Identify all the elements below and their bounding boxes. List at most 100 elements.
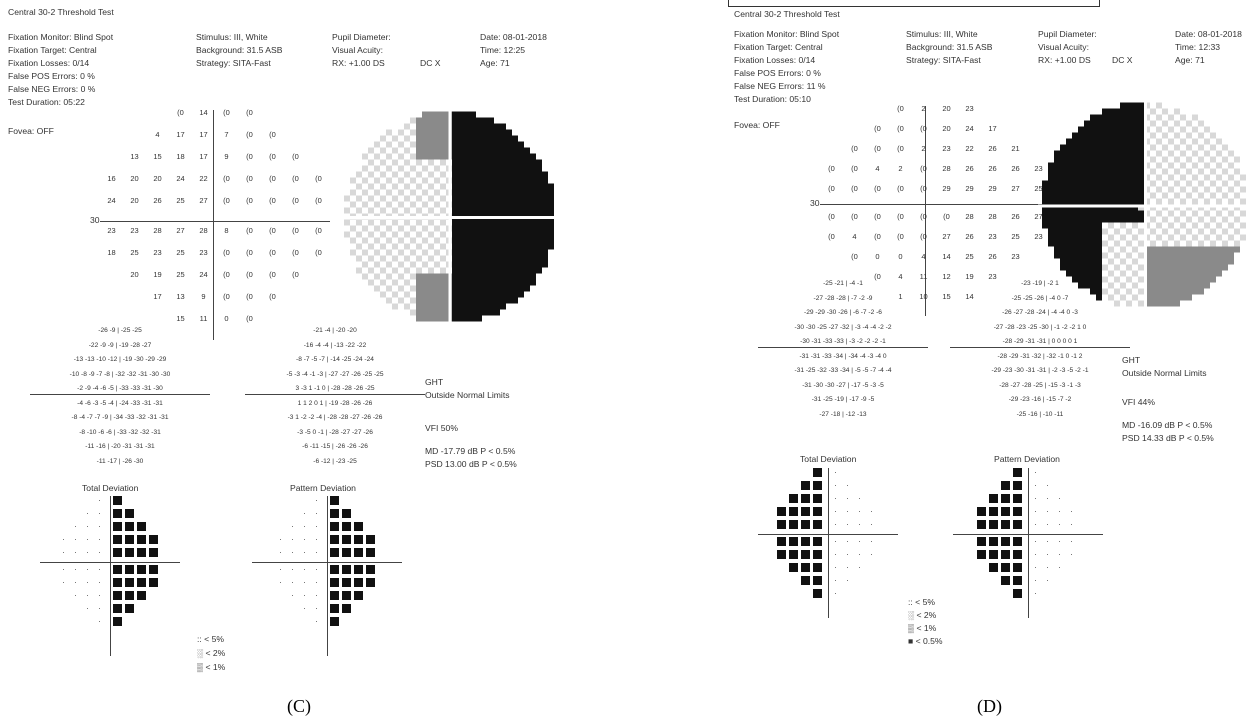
grayscale-cell [392,201,398,208]
grayscale-cell [1084,174,1090,181]
grayscale-cell [1180,162,1186,169]
grayscale-cell [476,201,482,208]
grayscale-cell [1078,168,1084,175]
grayscale-cell [482,267,488,274]
grayscale-cell [452,279,458,286]
grayscale-cell [1234,174,1240,181]
probability-cell: · [834,563,837,572]
grayscale-cell [1060,180,1066,187]
grayscale-cell [476,303,482,310]
grayscale-cell [1174,222,1180,229]
grayscale-cell [494,165,500,172]
probability-cell: · [1046,563,1049,572]
grayscale-cell [416,159,422,166]
grayscale-cell [1180,108,1186,115]
grayscale-cell [452,189,458,196]
grayscale-cell [542,255,548,262]
grayscale-cell [386,135,392,142]
grayscale-cell [440,291,446,298]
probability-cell [125,535,134,544]
grayscale-cell [458,225,464,232]
grayscale-cell [476,285,482,292]
grayscale-cell [1054,150,1060,157]
grayscale-cell [1174,234,1180,241]
threshold-value: 18 [107,248,116,257]
grayscale-cell [1132,162,1138,169]
grayscale-cell [1162,198,1168,205]
grayscale-cell [500,303,506,310]
grayscale-cell [386,171,392,178]
grayscale-cell [1204,150,1210,157]
grayscale-cell [386,153,392,160]
probability-cell [137,548,146,557]
grayscale-cell [350,183,356,190]
probability-cell [1013,550,1022,559]
grayscale-cell [524,279,530,286]
grayscale-cell [512,135,518,142]
grayscale-cell [404,141,410,148]
probability-cell: · [1034,507,1037,516]
grayscale-cell [1102,156,1108,163]
grayscale-cell [494,297,500,304]
threshold-value: 7 [224,130,229,139]
grayscale-cell [434,297,440,304]
probability-v-axis [1028,468,1029,618]
grayscale-cell [1120,246,1126,253]
grayscale-cell [470,129,476,136]
grayscale-cell [524,165,530,172]
grayscale-cell [404,123,410,130]
legend-2: ░ < 2% [908,610,937,620]
grayscale-cell [1132,156,1138,163]
grayscale-cell [518,177,524,184]
grayscale-cell [1108,138,1114,145]
grayscale-cell [428,141,434,148]
grayscale-cell [1198,252,1204,259]
grayscale-cell [1240,216,1246,223]
grayscale-cell [1204,120,1210,127]
grayscale-cell [464,153,470,160]
grayscale-cell [518,195,524,202]
grayscale-cell [1222,240,1228,247]
rx: RX: +1.00 DS [332,58,385,68]
grayscale-cell [1138,126,1144,133]
probability-cell: · [74,578,77,587]
probability-cell [113,565,122,574]
grayscale-cell [1216,186,1222,193]
grayscale-cell [1174,282,1180,289]
grayscale-cell [434,315,440,322]
grayscale-cell [440,201,446,208]
grayscale-cell [464,207,470,214]
grayscale-cell [1222,252,1228,259]
grayscale-cell [386,183,392,190]
grayscale-cell [1078,246,1084,253]
grayscale-cell [548,207,554,214]
grayscale-cell [356,231,362,238]
grayscale-cell [1072,198,1078,205]
probability-cell: · [1046,537,1049,546]
grayscale-cell [1114,252,1120,259]
grayscale-cell [368,225,374,232]
grayscale-cell [470,285,476,292]
threshold-value: (0 [223,248,230,257]
grayscale-cell [1204,264,1210,271]
grayscale-cell [1204,210,1210,217]
grayscale-cell [434,129,440,136]
grayscale-cell [380,273,386,280]
grayscale-cell [1084,144,1090,151]
grayscale-cell [1072,252,1078,259]
grayscale-cell [410,171,416,178]
grayscale-cell [1150,192,1156,199]
grayscale-cell [1180,258,1186,265]
grayscale-cell [410,189,416,196]
grayscale-cell [1060,192,1066,199]
grayscale-cell [416,147,422,154]
grayscale-cell [416,189,422,196]
grayscale-cell [476,315,482,322]
grayscale-cell [440,315,446,322]
grayscale-cell [506,297,512,304]
probability-cell: · [834,537,837,546]
grayscale-cell [1072,222,1078,229]
grayscale-cell [398,129,404,136]
deviation-row: -11 -16 | -20 -31 -31 -31 [85,443,155,450]
pattern-deviation-label: Pattern Deviation [290,483,356,493]
